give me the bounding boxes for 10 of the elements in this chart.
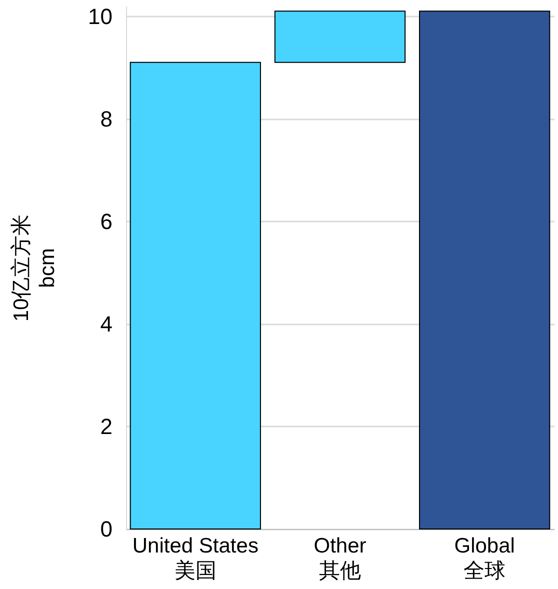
- y-axis-title: 10亿立方米 bcm: [10, 214, 60, 322]
- y-tick-label: 10: [88, 4, 112, 29]
- x-tick-label: United States 美国: [132, 534, 258, 582]
- x-tick-label: Global 全球: [454, 534, 515, 582]
- y-tick-label: 8: [100, 106, 112, 132]
- x-tick-label: Other 其他: [314, 534, 366, 582]
- y-tick-label: 4: [100, 311, 112, 336]
- y-tick-label: 0: [100, 516, 112, 542]
- y-tick-label: 6: [100, 208, 112, 234]
- y-tick-label: 2: [100, 414, 112, 439]
